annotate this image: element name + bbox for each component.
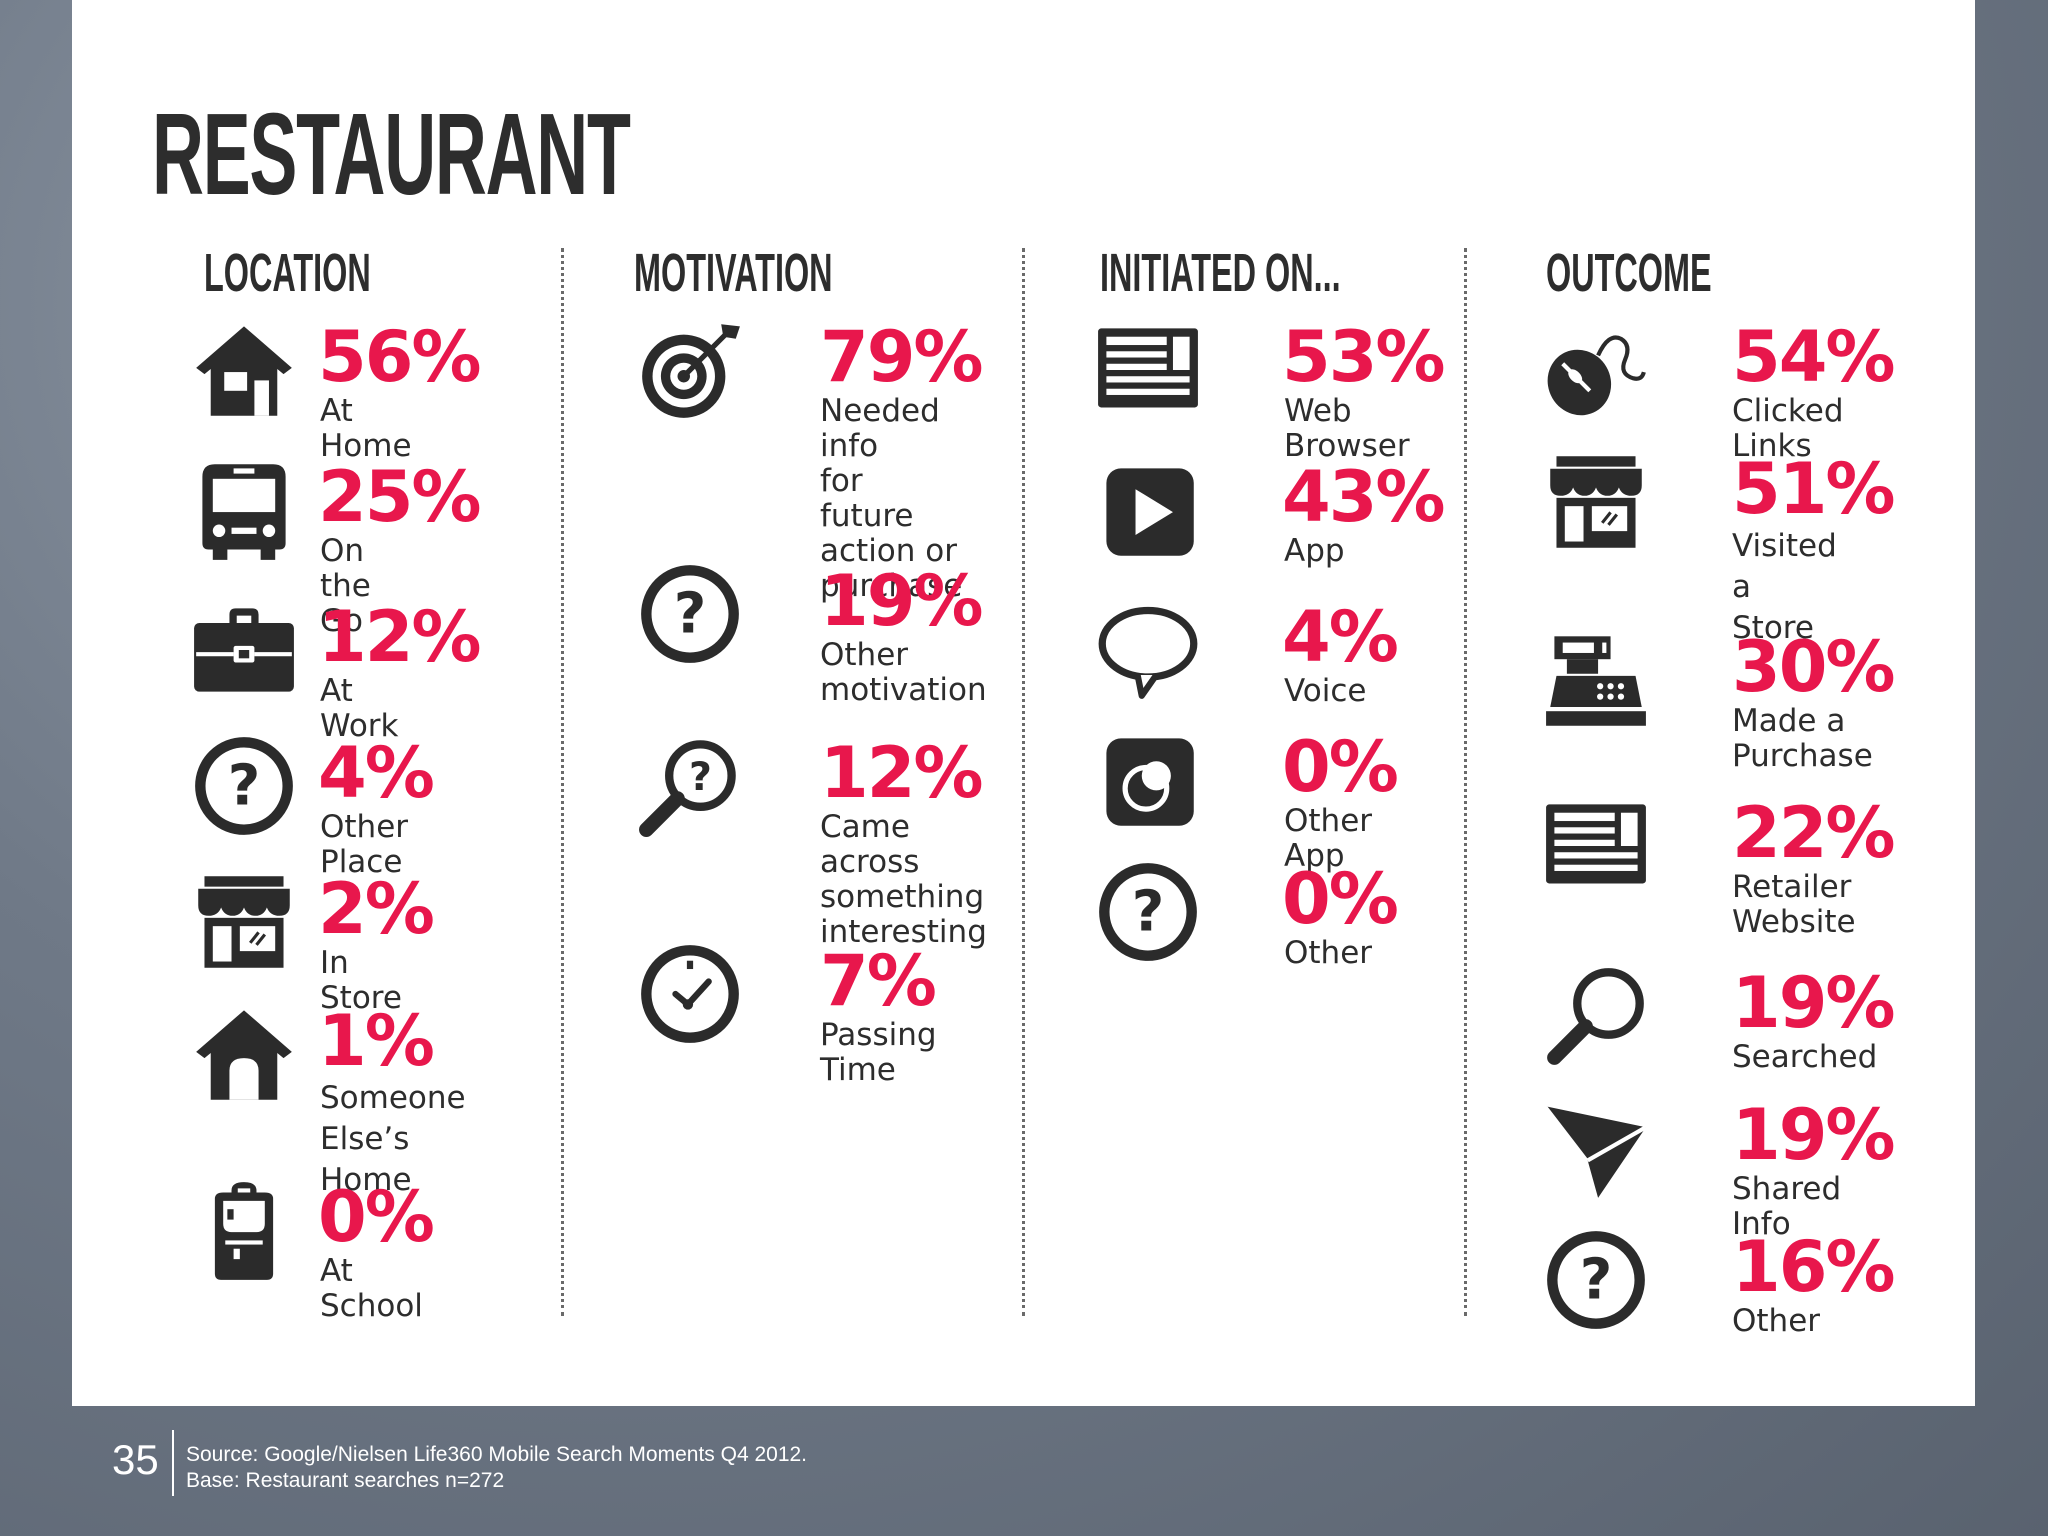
stat-label: Came across something interesting (820, 809, 987, 950)
stat-label: At Home (320, 393, 412, 464)
speech-bubble-icon (1096, 598, 1200, 702)
stat-percent: 25% (318, 456, 482, 538)
paper-plane-icon (1544, 1096, 1648, 1200)
stat-label: Visited a Store (1732, 528, 1837, 646)
column-heading-initiated-on: INITIATED ON... (1100, 243, 1341, 303)
target-icon (638, 318, 742, 422)
stat-label: Passing Time (820, 1017, 937, 1088)
house-icon (192, 318, 296, 422)
stat-percent: 0% (1282, 858, 1399, 940)
column-divider (1022, 248, 1025, 1316)
store-icon (192, 870, 296, 974)
stat-label: Someone Else’s Home (320, 1080, 466, 1198)
stat-percent: 19% (1732, 1094, 1896, 1176)
stat-percent: 4% (1282, 596, 1399, 678)
stat-label: On the Go (320, 533, 371, 639)
stat-label: At School (320, 1253, 423, 1324)
question-icon: ? (638, 562, 742, 666)
page-title: RESTAURANT (152, 89, 631, 219)
stat-label: Voice (1284, 673, 1367, 709)
clock-icon (638, 942, 742, 1046)
stat-label: Made a Purchase (1732, 703, 1873, 774)
stat-label: In Store (320, 945, 402, 1016)
stat-label: App (1284, 533, 1345, 569)
svg-text:?: ? (689, 754, 712, 800)
column-divider (561, 248, 564, 1316)
stat-label: Other motivation (820, 637, 987, 708)
source-note: Source: Google/Nielsen Life360 Mobile Se… (186, 1443, 808, 1492)
stat-percent: 7% (820, 940, 937, 1022)
column-heading-location: LOCATION (204, 243, 371, 303)
svg-text:?: ? (1132, 880, 1165, 945)
browser-icon (1544, 794, 1648, 898)
stat-label: Other (1732, 1303, 1821, 1339)
stat-label: Clicked Links (1732, 393, 1844, 464)
magnifier-icon (1544, 964, 1648, 1068)
other-app-icon (1096, 728, 1200, 832)
stat-percent: 16% (1732, 1226, 1896, 1308)
stat-percent: 4% (318, 732, 435, 814)
stat-percent: 22% (1732, 792, 1896, 874)
backpack-icon (192, 1178, 296, 1282)
store-icon (1544, 450, 1648, 554)
browser-icon (1096, 318, 1200, 422)
stat-percent: 12% (318, 596, 482, 678)
stat-label: Shared Info (1732, 1171, 1842, 1242)
column-heading-motivation: MOTIVATION (634, 243, 833, 303)
cash-register-icon (1544, 628, 1648, 732)
briefcase-icon (192, 598, 296, 702)
home-outline-icon (192, 1002, 296, 1106)
stat-percent: 0% (318, 1176, 435, 1258)
question-icon: ? (1096, 860, 1200, 964)
stat-label: Other App (1284, 803, 1373, 874)
slide-panel: RESTAURANT LOCATION 56% At Home 25% On t… (72, 0, 1975, 1406)
magnifier-question-icon: ? (638, 734, 742, 838)
stat-percent: 2% (318, 868, 435, 950)
stat-percent: 51% (1732, 448, 1896, 530)
svg-text:?: ? (228, 754, 261, 819)
stat-percent: 12% (820, 732, 984, 814)
stat-label: Needed info for future action or purchas… (820, 393, 963, 604)
bus-icon (192, 458, 296, 562)
stat-percent: 54% (1732, 316, 1896, 398)
stat-percent: 53% (1282, 316, 1446, 398)
stat-percent: 19% (820, 560, 984, 642)
stat-label: At Work (320, 673, 399, 744)
stat-percent: 43% (1282, 456, 1446, 538)
column-heading-outcome: OUTCOME (1546, 243, 1712, 303)
stat-label: Retailer Website (1732, 869, 1856, 940)
play-app-icon (1096, 458, 1200, 562)
stat-percent: 0% (1282, 726, 1399, 808)
stat-percent: 19% (1732, 962, 1896, 1044)
stat-label: Other Place (320, 809, 409, 880)
stat-label: Other (1284, 935, 1373, 971)
stat-percent: 56% (318, 316, 482, 398)
svg-text:?: ? (674, 582, 707, 647)
stat-label: Web Browser (1284, 393, 1410, 464)
footer-divider (172, 1430, 174, 1496)
page-number: 35 (112, 1436, 159, 1483)
column-divider (1464, 248, 1467, 1316)
stat-percent: 30% (1732, 626, 1896, 708)
svg-text:?: ? (1580, 1248, 1613, 1313)
question-icon: ? (192, 734, 296, 838)
stat-percent: 79% (820, 316, 984, 398)
question-icon: ? (1544, 1228, 1648, 1332)
stat-percent: 1% (318, 1000, 435, 1082)
stat-label: Searched (1732, 1039, 1878, 1075)
mouse-icon (1544, 318, 1648, 422)
